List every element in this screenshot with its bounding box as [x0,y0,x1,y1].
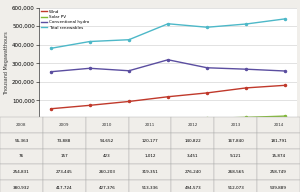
Legend: Wind, Solar PV, Conventional hydro, Total renewables: Wind, Solar PV, Conventional hydro, Tota… [41,10,89,30]
Y-axis label: Thousand Megawatthours: Thousand Megawatthours [4,31,9,95]
